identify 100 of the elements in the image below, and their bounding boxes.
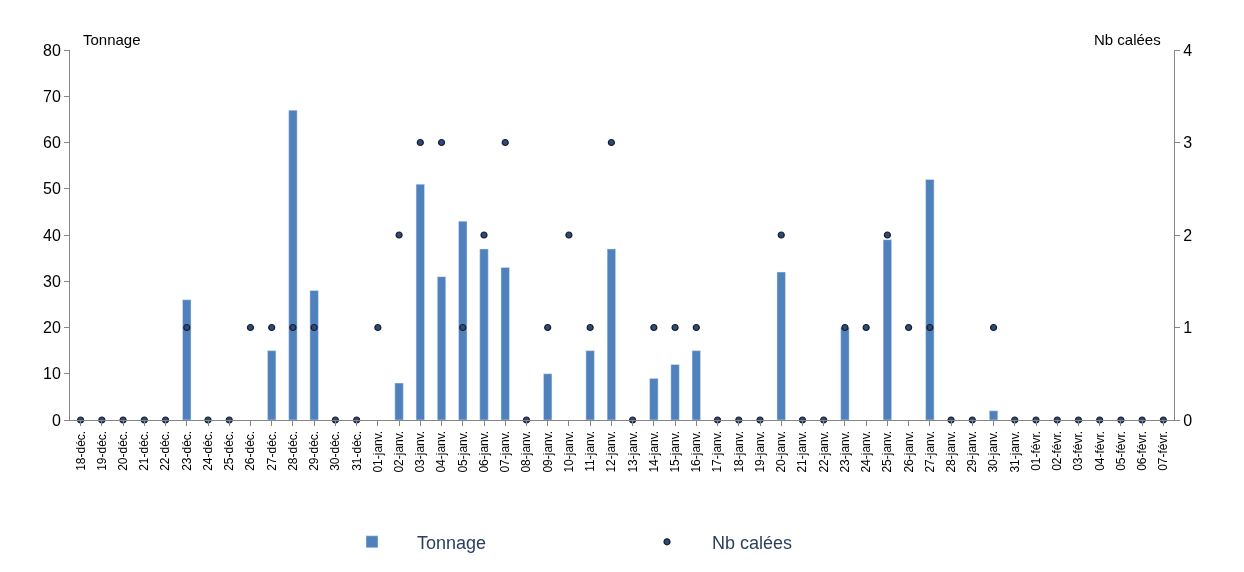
point	[374, 323, 382, 332]
point	[310, 323, 318, 332]
point	[459, 323, 467, 332]
bar	[925, 179, 935, 420]
x-tick-label: 27-janv.	[922, 430, 937, 473]
y-tick-label: 20	[43, 319, 61, 337]
x-tick-label: 25-déc.	[222, 430, 237, 471]
x-tick-label: 21-janv.	[795, 430, 810, 473]
point	[416, 138, 424, 147]
bar	[606, 248, 616, 420]
y-tick-label: 80	[43, 41, 61, 59]
y2-tick-label: 0	[1183, 411, 1193, 429]
point	[650, 323, 658, 332]
x-tick-label: 30-janv.	[986, 430, 1001, 473]
x-tick-label: 25-janv.	[880, 430, 895, 473]
x-tick-label: 21-déc.	[137, 430, 152, 471]
x-tick-label: 06-janv.	[476, 430, 491, 473]
x-tick-label: 04-févr.	[1092, 430, 1107, 471]
x-tick-label: 14-janv.	[646, 430, 661, 473]
x-tick-label: 31-déc.	[349, 430, 364, 471]
point	[246, 323, 255, 332]
x-tick-label: 09-janv.	[540, 430, 555, 473]
x-tick-label: 07-févr.	[1156, 430, 1171, 471]
x-tick-label: 18-déc.	[73, 430, 88, 471]
point	[989, 323, 998, 332]
y2-tick-label: 1	[1183, 319, 1193, 337]
legend-label: Tonnage	[417, 532, 487, 553]
point	[777, 231, 785, 239]
x-tick-label: 23-janv.	[837, 430, 852, 473]
legend-label: Nb calées	[712, 532, 793, 553]
x-tick-label: 12-janv.	[604, 430, 619, 473]
x-tick-label: 20-janv.	[774, 430, 789, 473]
bar	[840, 327, 850, 420]
point	[586, 323, 594, 332]
y-axis-title: Tonnage	[83, 31, 141, 48]
point	[501, 138, 509, 147]
x-tick-label: 19-déc.	[94, 430, 109, 471]
x-tick-label: 06-févr.	[1135, 430, 1150, 471]
y-tick-label: 30	[43, 272, 61, 290]
x-tick-label: 17-janv.	[710, 430, 725, 473]
x-tick-label: 08-janv.	[519, 430, 534, 473]
point	[841, 323, 849, 332]
point	[862, 323, 870, 332]
x-tick-label: 24-janv.	[859, 430, 874, 473]
x-tick-label: 02-févr.	[1050, 430, 1065, 471]
bar	[309, 290, 319, 420]
bar	[458, 220, 468, 420]
x-tick-label: 22-janv.	[816, 430, 831, 473]
x-tick-label: 16-janv.	[689, 430, 704, 473]
x-tick-label: 29-janv.	[965, 430, 980, 473]
bar	[691, 350, 701, 420]
y2-tick-label: 3	[1183, 134, 1193, 152]
y-tick-label: 60	[43, 134, 61, 152]
bar	[437, 276, 447, 420]
x-tick-label: 11-janv.	[583, 430, 598, 472]
x-tick-label: 23-déc.	[179, 430, 194, 471]
point	[480, 231, 488, 239]
point	[268, 323, 276, 332]
x-tick-label: 03-janv.	[413, 430, 428, 473]
x-tick-label: 31-janv.	[1007, 430, 1022, 473]
bar	[776, 271, 786, 420]
y-tick-label: 40	[43, 226, 61, 244]
y-tick-label: 0	[51, 411, 61, 429]
x-tick-label: 04-janv.	[434, 430, 449, 473]
bar	[989, 410, 999, 420]
x-tick-label: 30-déc.	[328, 430, 343, 471]
bar	[649, 378, 659, 420]
bar	[670, 364, 680, 420]
bar	[182, 299, 192, 420]
x-tick-label: 27-déc.	[264, 430, 279, 471]
point	[692, 323, 700, 332]
point	[671, 323, 679, 332]
bar	[882, 239, 892, 420]
x-tick-label: 24-déc.	[200, 430, 215, 471]
x-tick-label: 07-janv.	[498, 430, 513, 473]
point	[565, 231, 573, 239]
x-tick-label: 28-déc.	[285, 430, 300, 471]
point	[607, 138, 615, 147]
y-tick-label: 50	[43, 180, 61, 198]
bar	[394, 382, 404, 420]
x-tick-label: 15-janv.	[667, 430, 682, 473]
point	[395, 231, 403, 239]
bar	[500, 267, 510, 420]
bar	[585, 350, 595, 420]
x-tick-label: 19-janv.	[752, 430, 767, 473]
point	[905, 323, 913, 332]
x-tick-label: 13-janv.	[625, 430, 640, 473]
point	[289, 323, 297, 332]
x-tick-label: 01-févr.	[1028, 430, 1043, 471]
point	[926, 323, 934, 332]
x-tick-label: 18-janv.	[731, 430, 746, 473]
x-tick-label: 05-janv.	[455, 430, 470, 473]
x-tick-label: 26-janv.	[901, 430, 916, 473]
y2-tick-label: 4	[1183, 41, 1193, 59]
point	[183, 323, 191, 332]
x-tick-label: 29-déc.	[307, 430, 322, 471]
x-tick-label: 22-déc.	[158, 430, 173, 471]
y2-tick-label: 2	[1183, 226, 1193, 244]
bar	[288, 109, 298, 420]
bar	[543, 373, 553, 420]
